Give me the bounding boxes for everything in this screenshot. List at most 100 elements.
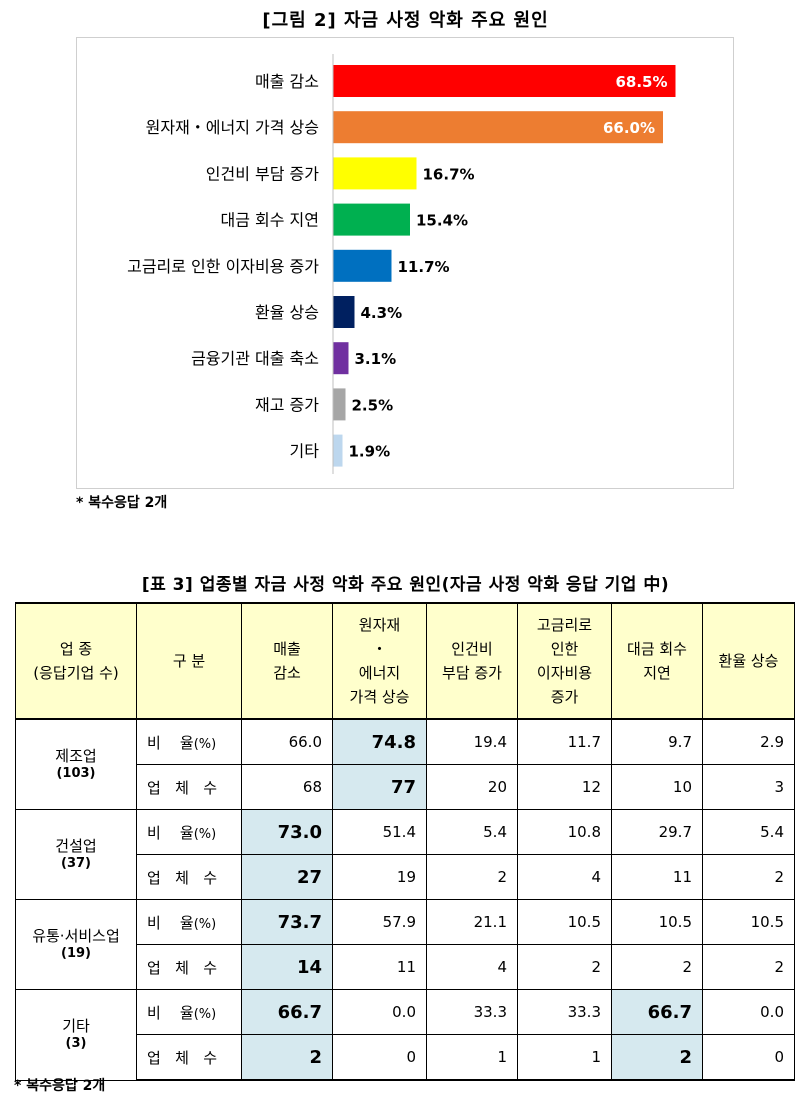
value-cell: 66.0: [241, 718, 333, 765]
value-cell: 33.3: [517, 989, 612, 1035]
header-col: 환율 상승: [702, 602, 795, 720]
table-row: 유통·서비스업 (19) 비 율(%) 73.7 57.9 21.1 10.5 10.5 10.…: [15, 899, 795, 990]
category-label: 고금리로 인한 이자비용 증가: [127, 257, 319, 276]
value-cell: 10.8: [517, 809, 612, 855]
value-cell: 10: [611, 764, 703, 810]
value-cell: 5.4: [426, 809, 518, 855]
category-label: 원자재・에너지 가격 상승: [146, 118, 319, 137]
table-note: * 복수응답 2개: [14, 1078, 106, 1094]
value-cell: 4: [426, 944, 518, 990]
industry-name: 건설업: [55, 836, 97, 855]
industry-table: 업 종 (응답기업 수) 구 분 매출 감소 원자재 ・ 에너지 가격 상승 인건비 부담…: [15, 602, 795, 1081]
bar: [333, 249, 392, 282]
header-industry-line: (응답기업 수): [33, 664, 119, 682]
value-label: 11.7%: [398, 258, 450, 276]
industry-cell: 제조업 (103): [15, 718, 137, 810]
row-label-text: 업 체 수: [147, 958, 218, 977]
value-cell: 10.5: [702, 899, 795, 945]
value-cell: 2: [517, 944, 612, 990]
industry-cell: 건설업 (37): [15, 809, 137, 900]
value-cell: 1: [517, 1034, 612, 1081]
value-label: 16.7%: [423, 165, 475, 183]
row-label-unit: (%): [193, 736, 217, 752]
row-label-ratio: 비 율(%): [136, 809, 242, 855]
header-category: 구 분: [136, 602, 242, 720]
value-label: 2.5%: [352, 396, 394, 414]
value-label: 68.5%: [615, 73, 667, 91]
header-label: 고금리로: [536, 616, 593, 634]
value-cell: 2: [426, 854, 518, 900]
header-col: 고금리로 인한 이자비용 증가: [517, 602, 612, 720]
row-label-text: 비 율: [147, 913, 194, 932]
header-label: 대금 회수: [627, 640, 687, 658]
header-label: 가격 상승: [349, 688, 410, 706]
value-cell: 20: [426, 764, 518, 810]
bar-chart-svg: 매출 감소 68.5% 원자재・에너지 가격 상승 66.0% 인건비 부담 증가 16.…: [127, 54, 676, 474]
value-cell: 29.7: [611, 809, 703, 855]
value-cell: 4: [517, 854, 612, 900]
header-label: 이자비용: [536, 664, 593, 682]
bar: [333, 434, 343, 467]
value-cell: 51.4: [332, 809, 427, 855]
value-cell: 0.0: [702, 989, 795, 1035]
row-label-text: 비 율: [147, 823, 194, 842]
category-label: 인건비 부담 증가: [206, 164, 319, 183]
value-cell: 1: [426, 1034, 518, 1081]
header-col: 매출 감소: [241, 602, 333, 720]
bar: [333, 157, 417, 190]
bar: [333, 296, 355, 328]
value-label: 3.1%: [355, 350, 397, 368]
header-label: 에너지: [358, 664, 401, 682]
category-label: 금융기관 대출 축소: [191, 349, 319, 368]
value-cell: 11: [332, 944, 427, 990]
table-header-row: 업 종 (응답기업 수) 구 분 매출 감소 원자재 ・ 에너지 가격 상승 인건비 부담…: [15, 602, 795, 720]
header-col: 대금 회수 지연: [611, 602, 703, 720]
header-industry: 업 종 (응답기업 수): [15, 602, 137, 720]
table-row: 제조업 (103) 비 율(%) 66.0 74.8 19.4 11.7 9.7 2.9: [15, 718, 795, 810]
bar: [333, 111, 663, 144]
value-cell: 11: [611, 854, 703, 900]
industry-cell: 기타 (3): [15, 989, 137, 1081]
table-row: 기타 (3) 비 율(%) 66.7 0.0 33.3 33.3 66.7 0.0: [15, 989, 795, 1081]
value-cell: 2: [611, 944, 703, 990]
value-cell: 68: [241, 764, 333, 810]
value-cell: 73.7: [241, 899, 333, 945]
value-cell: 19: [332, 854, 427, 900]
value-cell: 0: [702, 1034, 795, 1081]
header-label: 인건비: [451, 640, 493, 658]
industry-name: 유통·서비스업: [32, 926, 120, 945]
row-label-text: 업 체 수: [147, 868, 218, 887]
value-label: 66.0%: [603, 119, 655, 137]
row-label-unit: (%): [193, 1006, 217, 1022]
value-cell: 33.3: [426, 989, 518, 1035]
row-label-ratio: 비 율(%): [136, 718, 242, 765]
row-label-text: 비 율: [147, 1003, 194, 1022]
row-label-count: 업 체 수: [136, 764, 242, 810]
industry-count: (103): [56, 765, 96, 781]
value-cell: 66.7: [241, 989, 333, 1035]
row-label-text: 업 체 수: [147, 1048, 218, 1067]
value-label: 1.9%: [349, 443, 391, 461]
value-cell: 66.7: [611, 989, 703, 1035]
category-label: 매출 감소: [255, 72, 319, 91]
header-label: 원자재: [358, 616, 401, 634]
bar: [333, 342, 349, 375]
value-cell: 2: [702, 944, 795, 990]
value-cell: 27: [241, 854, 333, 900]
row-label-text: 비 율: [147, 733, 194, 752]
value-label: 4.3%: [361, 304, 403, 322]
row-label-count: 업 체 수: [136, 854, 242, 900]
value-cell: 2.9: [702, 718, 795, 765]
value-cell: 5.4: [702, 809, 795, 855]
value-cell: 2: [241, 1034, 333, 1081]
value-cell: 74.8: [332, 718, 427, 765]
figure-note: * 복수응답 2개: [76, 495, 168, 511]
value-cell: 21.1: [426, 899, 518, 945]
value-cell: 77: [332, 764, 427, 810]
value-cell: 14: [241, 944, 333, 990]
header-label: 부담 증가: [442, 664, 502, 682]
value-cell: 2: [611, 1034, 703, 1081]
header-label: 인한: [550, 640, 579, 658]
value-cell: 19.4: [426, 718, 518, 765]
